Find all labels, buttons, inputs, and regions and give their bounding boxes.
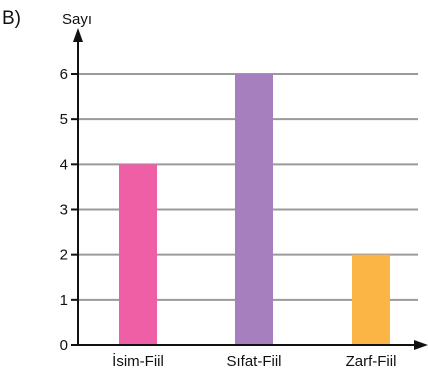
x-tick-label: Sıfat-Fiil (226, 353, 281, 370)
y-tick-labels: 0 1 2 3 4 5 6 (60, 66, 78, 354)
x-axis-arrow-icon (414, 340, 428, 350)
axes (73, 28, 428, 350)
bar-2 (235, 74, 273, 345)
x-tick-labels: İsim-Fiil Sıfat-Fiil Zarf-Fiil (112, 352, 396, 370)
y-tick-label: 3 (60, 202, 68, 219)
y-axis-title: Sayı (62, 11, 92, 28)
panel-label: B) (2, 8, 21, 29)
x-tick-label: Zarf-Fiil (346, 353, 397, 370)
bars (119, 74, 390, 345)
y-tick-label: 2 (60, 247, 68, 264)
bar-1 (119, 164, 157, 345)
y-tick-label: 5 (60, 111, 68, 128)
y-tick-label: 6 (60, 66, 68, 83)
y-tick-label: 1 (60, 292, 68, 309)
bar-3 (352, 254, 390, 345)
y-tick-label: 0 (60, 337, 68, 354)
y-tick-label: 4 (60, 156, 68, 173)
x-tick-label: İsim-Fiil (112, 352, 164, 370)
y-axis-arrow-icon (73, 28, 83, 42)
